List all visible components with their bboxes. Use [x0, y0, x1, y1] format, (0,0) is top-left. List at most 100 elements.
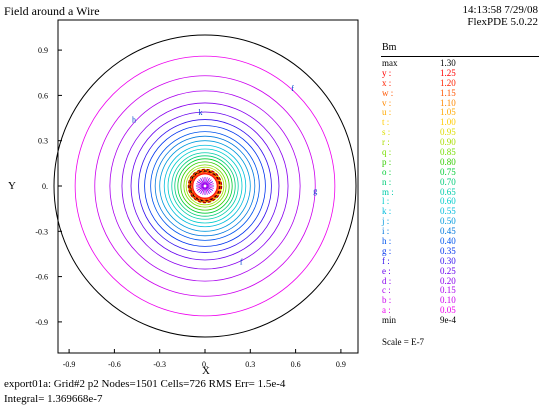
legend-row: s : 0.95 — [382, 127, 540, 138]
boundary-circle — [53, 34, 357, 338]
contour-1.15 — [191, 172, 219, 200]
legend-label: min — [382, 315, 397, 326]
legend-value: 9e-4 — [440, 315, 456, 326]
plot-frame — [57, 19, 359, 354]
legend-label: w : — [382, 87, 394, 98]
legend-value: 0.90 — [440, 137, 456, 148]
y-tick-label: -0.3 — [35, 227, 48, 236]
contour-0.8 — [180, 161, 230, 211]
legend-row: i : 0.45 — [382, 226, 540, 237]
x-tick-label: 0.3 — [245, 360, 255, 369]
contour-label: k — [198, 108, 202, 117]
y-tick-label: 0.9 — [38, 46, 48, 55]
x-axis-label: X — [202, 365, 210, 377]
legend-row: a : 0.05 — [382, 305, 540, 316]
contour-0.2 — [121, 102, 289, 270]
legend-value: 1.15 — [440, 87, 456, 98]
core-spoke — [202, 177, 205, 185]
legend-label: max — [382, 58, 398, 68]
x-tick-label: -0.9 — [63, 360, 76, 369]
y-tick-label: -0.9 — [35, 318, 48, 327]
core-spoke — [198, 186, 205, 193]
y-ticks: 0.9 0.6 0.3 0. -0.3 -0.6 -0.9 — [35, 46, 62, 327]
legend-row: x : 1.20 — [382, 77, 540, 89]
legend-label: g : — [382, 245, 392, 256]
legend-row: d : 0.20 — [382, 275, 540, 287]
legend-row: e : 0.25 — [382, 265, 540, 277]
legend-row: v : 1.10 — [382, 98, 540, 109]
legend-label: a : — [382, 305, 391, 316]
core-spoke — [205, 179, 212, 186]
core-spoke — [198, 179, 205, 186]
contour-0.3 — [138, 119, 272, 253]
contour-label: h — [132, 116, 136, 125]
legend-label: h : — [382, 236, 392, 247]
legend-value: 0.70 — [440, 176, 456, 187]
core-spoke — [205, 177, 208, 185]
contour-0.25 — [130, 111, 280, 261]
contour-0.85 — [183, 164, 227, 208]
legend-label: i : — [382, 226, 390, 237]
legend-label: y : — [382, 67, 392, 78]
legend-value: 0.65 — [440, 186, 456, 197]
legend-value: 0.80 — [440, 156, 456, 167]
legend-row: t : 1.00 — [382, 117, 540, 128]
contour-0.6 — [167, 148, 243, 224]
legend-label: b : — [382, 295, 392, 306]
contour-label: f — [240, 258, 243, 267]
timestamp: 14:13:58 7/29/08 — [462, 4, 538, 16]
core-spoke — [205, 187, 208, 195]
legend-value: 0.50 — [440, 216, 456, 227]
legend-row: u : 1.05 — [382, 108, 540, 118]
integral-value: Integral= 1.369668e-7 — [4, 393, 103, 405]
core-spoke — [196, 186, 204, 191]
legend-row: g : 0.35 — [382, 245, 540, 257]
legend-row: f : 0.30 — [382, 255, 540, 267]
legend: max 1.30 y : 1.25 x : 1.20 w : 1.15 v : 1.10 u : 1.… — [382, 58, 540, 326]
legend-label: e : — [382, 265, 391, 276]
legend-row: k : 0.55 — [382, 206, 540, 217]
core-spoke — [200, 187, 205, 195]
legend-label: d : — [382, 275, 392, 286]
legend-label: c : — [382, 285, 391, 296]
legend-value: 1.20 — [440, 77, 456, 88]
version-label: FlexPDE 5.0.22 — [467, 16, 538, 28]
legend-label: r : — [382, 137, 390, 148]
core-ring — [187, 168, 223, 204]
legend-row: q : 0.85 — [382, 147, 540, 158]
contour-0.45 — [154, 135, 256, 237]
contour-0.55 — [163, 144, 247, 228]
contour-0.65 — [171, 152, 239, 220]
legend-scale: Scale = E-7 — [382, 337, 425, 347]
legend-row: w : 1.15 — [382, 87, 540, 99]
contour-1.25 — [192, 173, 218, 199]
core-spoke — [196, 181, 204, 186]
legend-row: y : 1.25 — [382, 67, 540, 79]
core-spoke — [196, 183, 204, 186]
legend-row: b : 0.10 — [382, 295, 540, 306]
legend-label: j : — [382, 216, 390, 227]
legend-value: 0.40 — [440, 236, 456, 247]
core-ring — [189, 170, 221, 202]
legend-label: x : — [382, 77, 392, 88]
y-axis-label: Y — [8, 180, 16, 192]
legend-label: m : — [382, 186, 394, 197]
legend-value: 1.05 — [440, 107, 456, 118]
contour-0.1 — [94, 75, 316, 297]
legend-label: k : — [382, 206, 392, 217]
contour-label: f — [291, 84, 294, 93]
legend-row: max 1.30 — [382, 58, 540, 69]
core-ring — [190, 171, 220, 201]
contour-lines — [53, 34, 357, 338]
legend-value: 0.30 — [440, 255, 456, 266]
legend-label: n : — [382, 176, 392, 187]
legend-label: f : — [382, 255, 390, 266]
contour-0.5 — [159, 140, 251, 232]
contour-labels: f h k g f — [132, 84, 317, 267]
core-spoke — [205, 177, 210, 185]
x-tick-label: -0.6 — [108, 360, 121, 369]
core-ring — [188, 169, 222, 203]
legend-divider — [381, 56, 539, 57]
contour-0.15 — [109, 90, 301, 282]
legend-row: min 9e-4 — [382, 315, 540, 326]
